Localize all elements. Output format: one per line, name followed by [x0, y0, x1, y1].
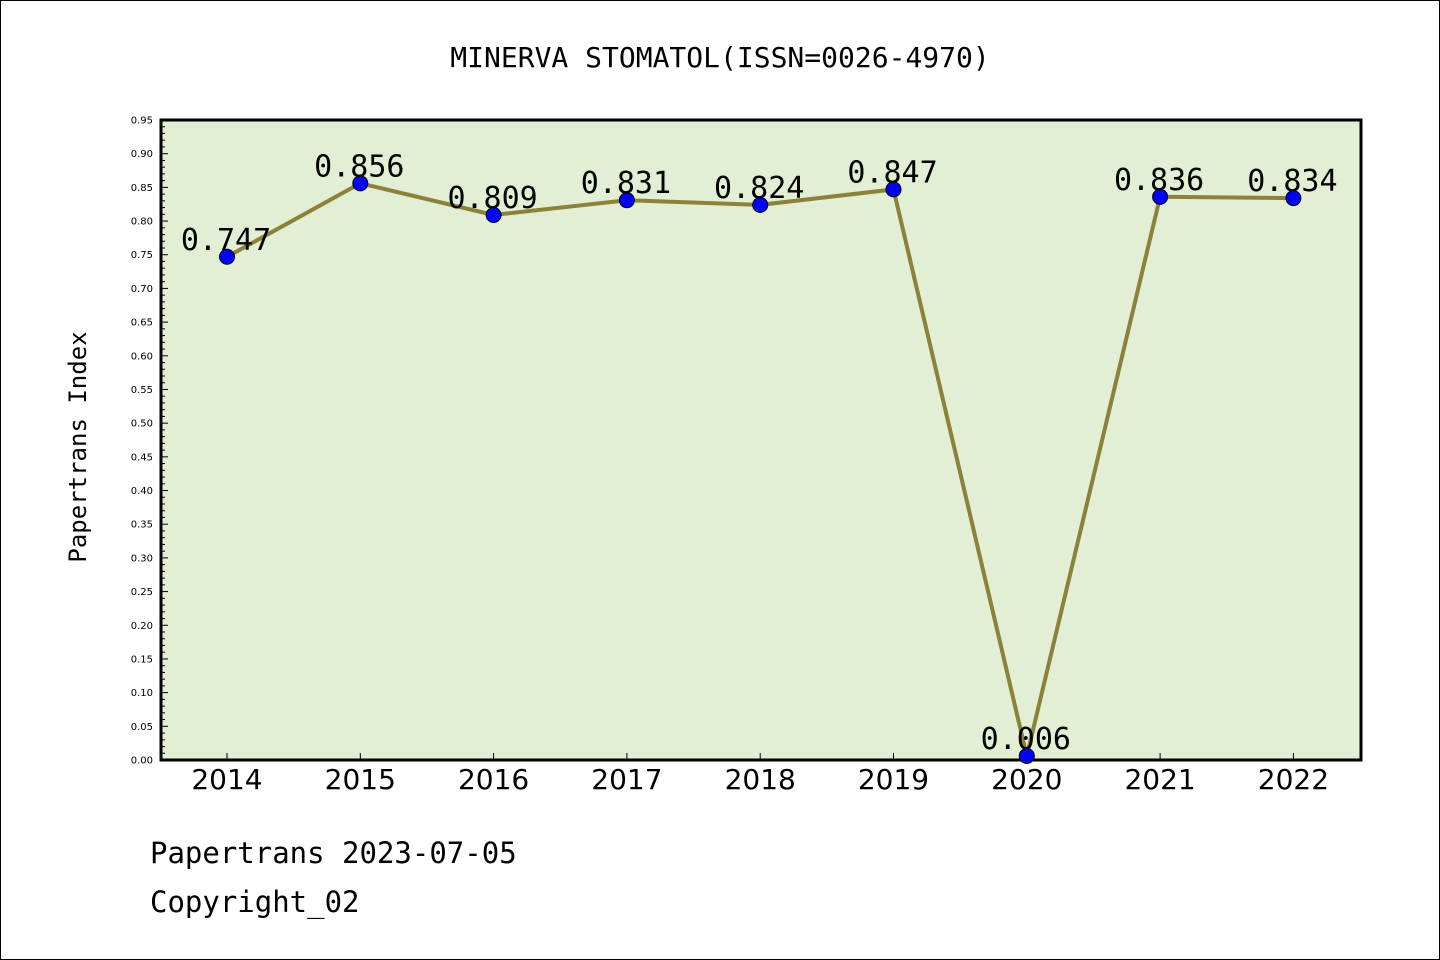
data-label: 0.836 [1114, 163, 1204, 198]
data-point [885, 181, 902, 198]
x-tick-label: 2020 [991, 763, 1062, 796]
data-point [1152, 188, 1169, 205]
data-label: 0.809 [447, 181, 537, 216]
data-label: 0.834 [1247, 164, 1337, 199]
y-tick-label: 0.75 [131, 250, 153, 261]
y-tick-label: 0.45 [131, 452, 153, 463]
data-point [352, 175, 369, 192]
y-tick-label: 0.30 [131, 553, 153, 564]
data-label: 0.831 [581, 166, 671, 201]
x-tick-label: 2017 [591, 763, 662, 796]
data-label: 0.824 [714, 171, 804, 206]
y-tick-label: 0.70 [131, 284, 153, 295]
y-tick-label: 0.10 [131, 688, 153, 699]
y-tick-label: 0.00 [131, 756, 153, 767]
x-tick-label: 2018 [725, 763, 796, 796]
data-point [219, 248, 235, 265]
x-axis: 2014 2015 2016 2017 2018 2019 2020 2021 2022 [191, 753, 1329, 796]
y-tick-label: 0.60 [131, 351, 153, 362]
data-point [1018, 747, 1035, 764]
x-tick-label: 2016 [458, 763, 529, 796]
footer-date-text: Papertrans 2023-07-05 [150, 836, 517, 870]
x-tick-label: 2021 [1124, 763, 1195, 796]
y-tick-label: 0.20 [131, 621, 153, 632]
y-tick-label: 0.80 [131, 217, 153, 228]
data-label: 0.747 [181, 223, 271, 258]
y-tick-label: 0.05 [131, 722, 153, 733]
y-tick-label: 0.50 [131, 419, 153, 430]
y-tick-label: 0.25 [131, 587, 153, 598]
data-point [1285, 190, 1302, 207]
y-tick-label: 0.35 [131, 520, 153, 531]
y-axis-label: Papertrans Index [64, 331, 92, 562]
data-point [618, 192, 635, 209]
x-tick-label: 2019 [858, 763, 929, 796]
y-axis: 0.00 0.05 0.10 0.15 0.20 0.25 0.30 0.35 0.40 0.45… [131, 116, 168, 767]
data-label: 0.847 [847, 155, 937, 190]
data-label: 0.856 [314, 149, 404, 184]
y-tick-label: 0.95 [131, 116, 153, 127]
x-tick-label: 2015 [325, 763, 396, 796]
data-point [485, 206, 502, 223]
y-tick-label: 0.15 [131, 654, 153, 665]
plot-area [159, 118, 1363, 762]
series-layer [219, 175, 1302, 764]
chart-title: MINERVA STOMATOL(ISSN=0026-4970) [450, 41, 989, 74]
data-labels-layer: 0.747 0.856 0.809 0.831 0.824 0.847 0.006 0.836… [181, 149, 1338, 757]
y-tick-label: 0.85 [131, 183, 153, 194]
data-label: 0.006 [981, 722, 1071, 757]
x-tick-label: 2014 [191, 763, 262, 796]
y-tick-label: 0.90 [131, 149, 153, 160]
x-tick-label: 2022 [1258, 763, 1329, 796]
footer-copyright-text: Copyright_02 [150, 885, 360, 919]
y-tick-label: 0.40 [131, 486, 153, 497]
y-tick-label: 0.65 [131, 318, 153, 329]
y-tick-label: 0.55 [131, 385, 153, 396]
data-point [752, 196, 769, 213]
